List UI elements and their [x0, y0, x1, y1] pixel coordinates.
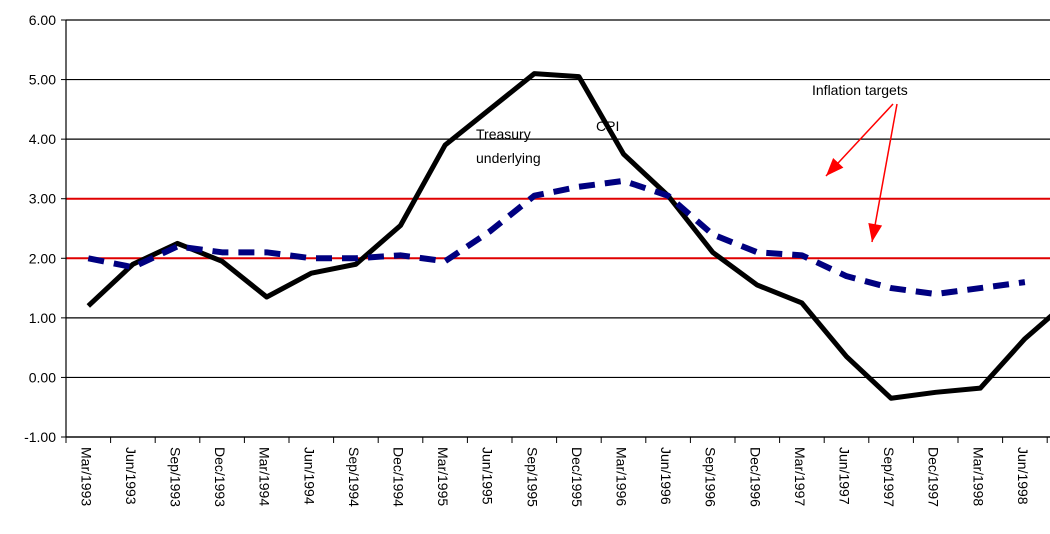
x-tick-label: Jun/1993 — [123, 447, 139, 505]
x-tick-label: Dec/1993 — [212, 447, 228, 507]
annotation-treasury-line1: Treasury — [476, 126, 531, 142]
x-tick-label: Mar/1994 — [257, 447, 273, 506]
x-tick-label: Jun/1996 — [658, 447, 674, 505]
y-tick-label: 1.00 — [29, 310, 56, 326]
x-tick-label: Jun/1997 — [837, 447, 853, 505]
y-tick-label: 6.00 — [29, 12, 56, 28]
x-tick-label: Dec/1997 — [926, 447, 942, 507]
x-tick-label: Sep/1995 — [524, 447, 540, 507]
x-tick-label: Dec/1996 — [747, 447, 763, 507]
y-tick-label: 3.00 — [29, 191, 56, 207]
x-tick-labels: Mar/1993 Jun/1993 Sep/1993 Dec/1993 Mar/1994… — [78, 447, 1050, 507]
series-layer — [88, 74, 1050, 399]
x-tick-label: Mar/1998 — [970, 447, 986, 506]
x-tick-label: Jun/1995 — [480, 447, 496, 505]
x-tick-label: Mar/1997 — [792, 447, 808, 506]
annotation-arrows — [826, 104, 897, 242]
annotation-cpi: CPI — [596, 118, 619, 134]
y-tick-label: 0.00 — [29, 369, 56, 385]
series-line-cpi — [88, 74, 1050, 399]
arrow-to-lower-target-head — [868, 223, 882, 242]
y-tick-label: 5.00 — [29, 72, 56, 88]
x-tick-label: Dec/1994 — [391, 447, 407, 507]
arrow-to-lower-target — [872, 104, 897, 242]
x-tick-label: Sep/1996 — [703, 447, 719, 507]
x-tick-label: Mar/1995 — [435, 447, 451, 506]
annotation-treasury-line2: underlying — [476, 150, 541, 166]
x-tick-label: Jun/1998 — [1015, 447, 1031, 505]
x-tick-label: Sep/1997 — [881, 447, 897, 507]
y-tick-labels: -1.00 0.00 1.00 2.00 3.00 4.00 5.00 6.00 — [24, 12, 56, 445]
x-tick-label: Jun/1994 — [301, 447, 317, 505]
y-tick-label: 4.00 — [29, 131, 56, 147]
x-tick-label: Sep/1994 — [346, 447, 362, 507]
annotations: Inflation targets Treasury underlying CP… — [476, 82, 908, 166]
annotation-inflation-targets: Inflation targets — [812, 82, 908, 98]
y-tick-label: 2.00 — [29, 250, 56, 266]
x-tick-label: Mar/1996 — [614, 447, 630, 506]
y-tick-label: -1.00 — [24, 429, 56, 445]
x-tick-label: Mar/1993 — [78, 447, 94, 506]
x-tick-label: Dec/1995 — [569, 447, 585, 507]
x-tick-label: Sep/1993 — [168, 447, 184, 507]
